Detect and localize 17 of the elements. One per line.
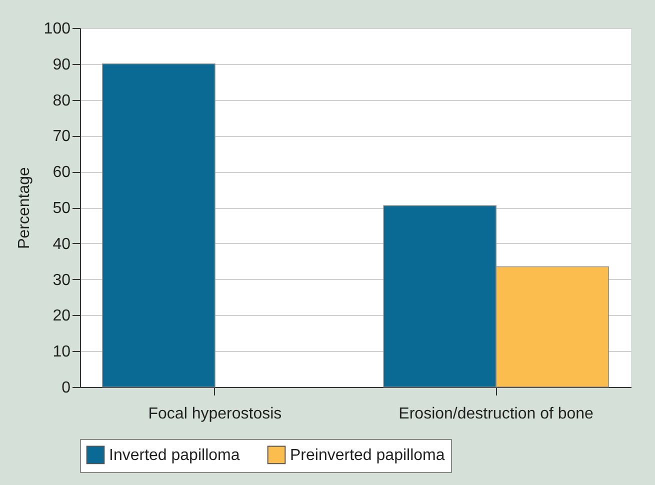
y-tick-label: 90 (52, 56, 71, 74)
y-tick-label: 40 (52, 236, 71, 253)
y-tick-label: 30 (52, 272, 71, 289)
y-tick-label: 10 (52, 344, 71, 361)
y-axis-title: Percentage (16, 166, 33, 249)
y-tick-label: 60 (52, 164, 71, 182)
x-tick-label: Focal hyperostosis (148, 406, 282, 422)
y-tick-label: 0 (62, 380, 71, 396)
bar (102, 64, 216, 388)
legend-label: Preinverted papilloma (290, 446, 445, 464)
y-tick-label: 80 (52, 92, 71, 110)
y-tick-label: 20 (52, 308, 71, 325)
legend-label: Inverted papilloma (109, 446, 240, 464)
y-tick-label: 100 (44, 20, 71, 38)
y-tick-label: 50 (52, 200, 71, 217)
y-tick-label: 70 (52, 128, 71, 146)
x-tick-label: Erosion/destruction of bone (398, 406, 594, 422)
